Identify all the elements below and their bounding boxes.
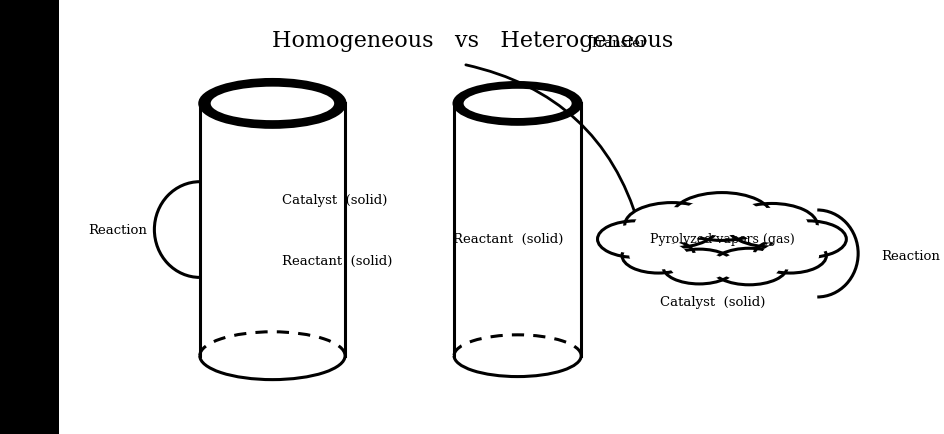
Ellipse shape <box>199 80 345 128</box>
Circle shape <box>734 208 807 243</box>
Text: Homogeneous   vs   Heterogeneous: Homogeneous vs Heterogeneous <box>271 30 672 53</box>
Circle shape <box>629 242 686 270</box>
Ellipse shape <box>453 83 581 125</box>
Circle shape <box>604 225 666 254</box>
Text: Catalyst  (solid): Catalyst (solid) <box>281 193 386 206</box>
Circle shape <box>710 249 786 285</box>
Text: Pyrolyzed vapors (gas): Pyrolyzed vapors (gas) <box>649 232 794 245</box>
Circle shape <box>769 221 846 258</box>
Circle shape <box>726 204 817 247</box>
Circle shape <box>717 252 779 282</box>
Text: Reaction: Reaction <box>89 224 147 237</box>
Circle shape <box>621 239 694 273</box>
Circle shape <box>671 193 771 241</box>
Circle shape <box>760 242 818 270</box>
Text: Reaction: Reaction <box>880 250 938 263</box>
Text: Catalyst  (solid): Catalyst (solid) <box>660 295 765 308</box>
Circle shape <box>662 250 734 284</box>
Bar <box>453 104 581 356</box>
Text: Reactant  (solid): Reactant (solid) <box>453 232 564 245</box>
FancyArrowPatch shape <box>465 66 640 224</box>
Text: Transfer: Transfer <box>590 37 647 50</box>
Circle shape <box>624 203 718 248</box>
Circle shape <box>753 239 825 273</box>
Circle shape <box>597 221 673 258</box>
Bar <box>0 0 59 434</box>
Ellipse shape <box>211 87 334 121</box>
Bar <box>199 104 345 356</box>
Circle shape <box>633 207 709 244</box>
Text: Reactant  (solid): Reactant (solid) <box>281 254 392 267</box>
Circle shape <box>777 225 838 254</box>
Circle shape <box>669 253 728 281</box>
Ellipse shape <box>464 89 571 119</box>
Circle shape <box>682 198 761 236</box>
